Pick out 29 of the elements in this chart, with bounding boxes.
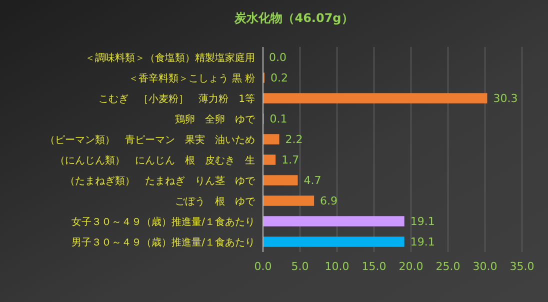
x-tick-label: 20.0 [398,260,424,273]
y-tick-label: 女子３０～４９（歳）推進量/１食あたり [72,216,255,228]
y-tick-label: （たまねぎ類） たまねぎ りん茎 ゆで [65,174,256,187]
data-label: 2.2 [285,133,303,146]
data-label: 0.2 [270,72,288,85]
y-tick-label: 男子３０～４９（歳）推進量/１食あたり [72,236,255,248]
y-tick-label: ＜調味料類＞（食塩類）精製塩家庭用 [85,52,255,64]
x-tick-label: 5.0 [291,260,309,273]
data-label: 0.1 [270,112,288,126]
data-label: 30.3 [493,92,518,106]
y-tick-label: （にんじん類） にんじん 根 皮むき 生 [55,154,255,166]
x-tick-label: 30.0 [472,260,498,273]
y-tick-label: こむぎ ［小麦粉］ 薄力粉 1等 [98,92,255,105]
x-tick-label: 15.0 [362,260,386,273]
data-label: 4.7 [304,174,322,188]
x-tick-label: 25.0 [436,260,460,273]
data-label: 6.9 [320,194,338,208]
y-tick-label: （ピーマン類） 青ピーマン 果実 油いため [45,134,255,146]
x-tick-label: 0.0 [254,260,272,273]
y-tick-label: 鶏卵 全卵 ゆで [175,113,256,126]
data-label: 1.7 [282,154,300,167]
y-tick-label: ＜香辛料類＞こしょう 黒 粉 [128,72,255,84]
y-tick-label: ごぼう 根 ゆで [175,195,256,208]
data-label: 19.1 [410,215,435,228]
data-label: 0.0 [269,51,286,64]
x-tick-label: 10.0 [324,260,350,273]
chart-title: 炭水化物（46.07g） [234,11,354,25]
x-tick-label: 35.0 [510,260,534,273]
data-label: 19.1 [410,236,435,249]
